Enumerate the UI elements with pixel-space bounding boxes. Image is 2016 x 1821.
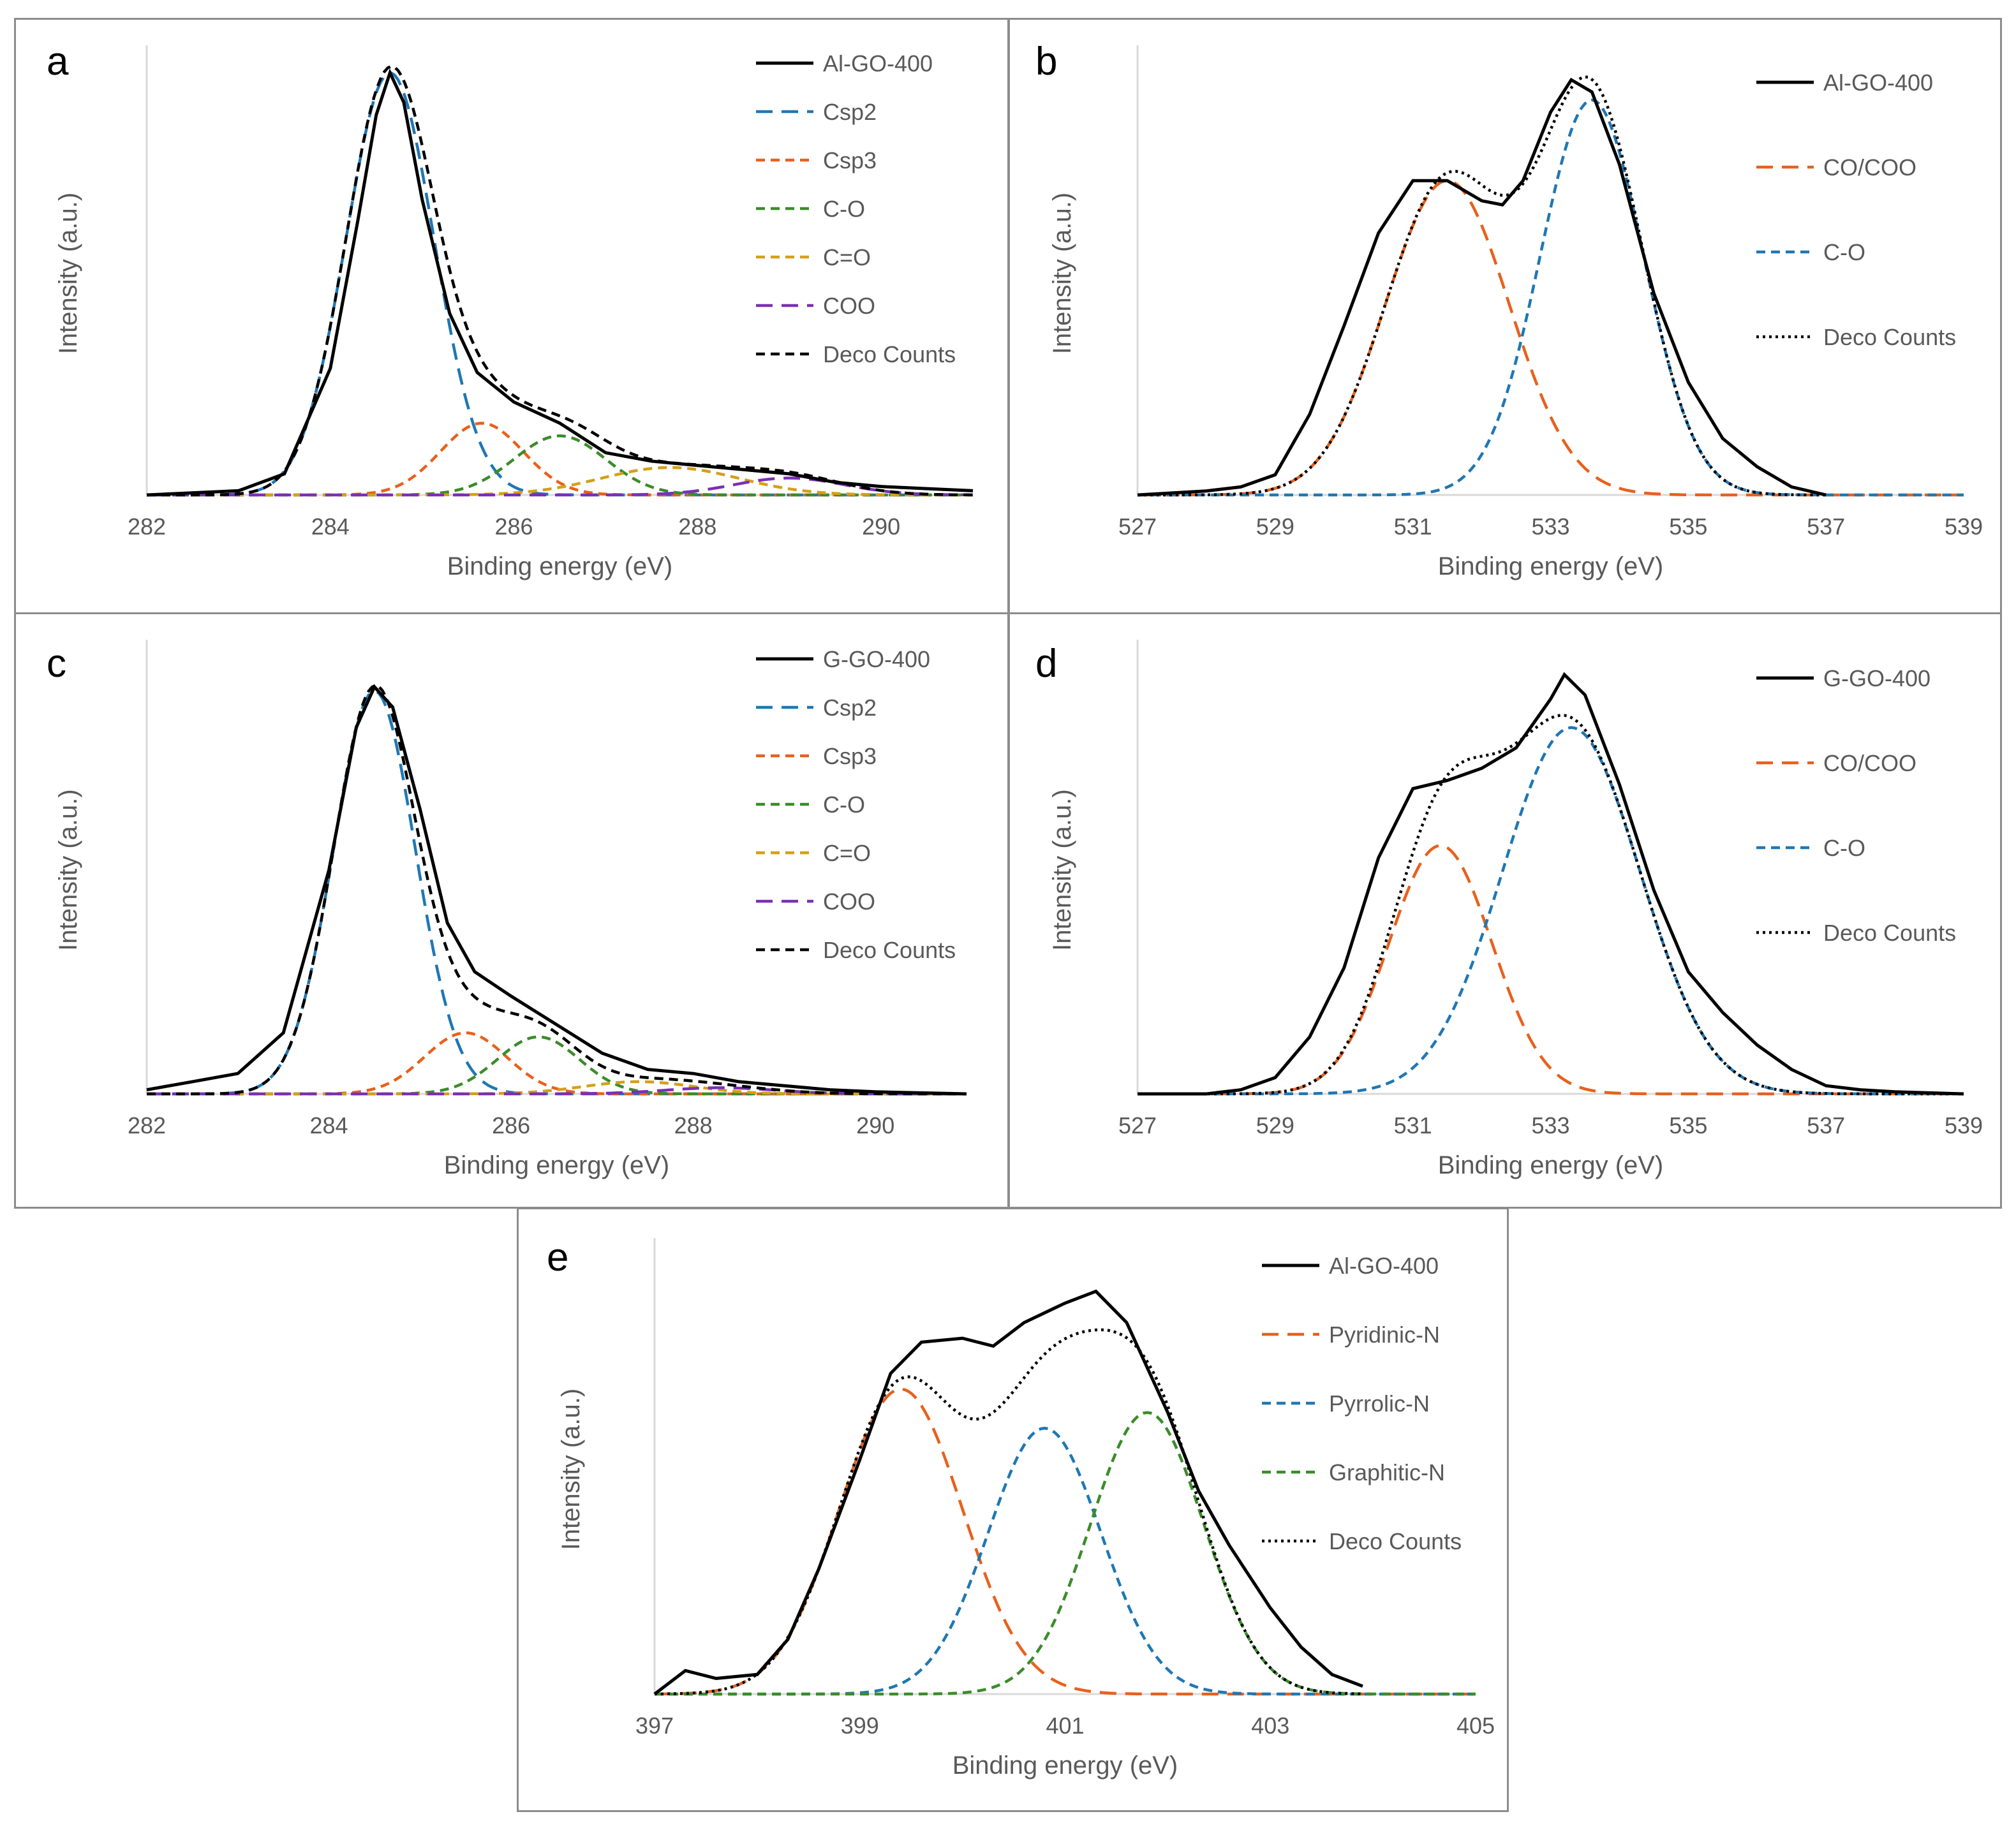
chart-d: 527 529 531 533 535 537 539 Binding energy (eV)… (1048, 640, 1983, 1179)
x-tick-label: 537 (1807, 1112, 1845, 1139)
panel-d: d 527 529 531 533 535 537 539 Binding energy (e… (1008, 612, 2002, 1209)
x-tick-label: 286 (492, 1112, 530, 1139)
x-tick-label: 533 (1531, 1112, 1569, 1139)
x-tick-label: 529 (1256, 513, 1294, 540)
legend-label: Pyridinic-N (1329, 1322, 1440, 1348)
legend-label: C-O (1823, 239, 1865, 265)
series-c-o (147, 466, 973, 497)
legend-label: Deco Counts (823, 341, 956, 367)
x-tick-label: 399 (841, 1713, 879, 1739)
x-tick-label: 539 (1945, 1112, 1983, 1139)
panel-b: b 527 529 531 533 535 537 539 Binding energy (e… (1008, 18, 2002, 614)
x-tick-label: 527 (1118, 1112, 1157, 1139)
panel-e: e 397 399 401 403 405 Binding energy (eV) Inte… (517, 1207, 1509, 1812)
series-deco-counts (655, 1328, 1363, 1696)
x-tick-label: 397 (635, 1713, 674, 1739)
series-csp2 (147, 71, 973, 497)
series-co-coo (1138, 844, 1964, 1096)
legend-label: Pyrrolic-N (1329, 1390, 1430, 1417)
x-tick-label: 533 (1531, 513, 1569, 540)
series-deco-counts (1138, 714, 1964, 1096)
legend-label: C=O (823, 840, 871, 866)
series-c-o (1138, 726, 1964, 1096)
x-tick-label: 535 (1669, 513, 1707, 540)
legend-label: Al-GO-400 (1329, 1253, 1439, 1279)
chart-b: 527 529 531 533 535 537 539 Binding energy (eV)… (1048, 45, 1983, 580)
legend-label: CO/COO (1823, 750, 1916, 776)
panel-letter-c: c (47, 642, 66, 686)
x-tick-label: 290 (862, 513, 900, 540)
legend-label: Csp2 (823, 695, 877, 721)
x-axis-label: Binding energy (eV) (444, 1151, 670, 1179)
x-tick-label: 531 (1394, 1112, 1432, 1139)
x-tick-label: 290 (856, 1112, 894, 1139)
panel-letter-d: d (1035, 642, 1058, 686)
series-al-go-400 (653, 1289, 1363, 1695)
y-axis-label: Intensity (a.u.) (1048, 193, 1076, 354)
legend-label: Csp2 (823, 99, 877, 125)
x-tick-label: 284 (311, 513, 350, 540)
panel-letter-b: b (1035, 40, 1058, 84)
legend-label: Al-GO-400 (1823, 70, 1933, 96)
legend-label: C-O (823, 196, 865, 222)
x-axis-label: Binding energy (eV) (1438, 1151, 1664, 1179)
x-tick-label: 539 (1945, 513, 1983, 540)
series-al-go-400 (146, 68, 974, 497)
legend-label: Deco Counts (1823, 324, 1956, 350)
x-tick-label: 403 (1251, 1713, 1289, 1739)
y-axis-label: Intensity (a.u.) (54, 789, 82, 950)
x-axis-label: Binding energy (eV) (447, 552, 673, 580)
legend-label: COO (823, 888, 875, 915)
series-al-go-400 (1137, 77, 1827, 497)
panel-c: c 282 284 286 288 290 Binding energy (eV) Inte… (14, 612, 1009, 1209)
x-tick-label: 405 (1456, 1713, 1495, 1739)
legend-label: Csp3 (823, 147, 877, 173)
x-tick-label: 286 (495, 513, 533, 540)
y-axis-label: Intensity (a.u.) (557, 1389, 585, 1550)
x-tick-label: 288 (674, 1112, 713, 1139)
x-tick-label: 535 (1669, 1112, 1707, 1139)
x-axis-label: Binding energy (eV) (952, 1751, 1178, 1780)
x-axis-label: Binding energy (eV) (1438, 552, 1664, 580)
x-tick-label: 401 (1046, 1713, 1084, 1739)
legend-label: C=O (823, 244, 871, 270)
series-g-go-400 (146, 684, 967, 1096)
series-g-go-400 (1138, 672, 1964, 1096)
chart-e: 397 399 401 403 405 Binding energy (eV) Intens… (557, 1238, 1495, 1780)
x-tick-label: 282 (128, 1112, 166, 1139)
series-deco-counts (147, 684, 967, 1096)
chart-c: 282 284 286 288 290 Binding energy (eV) Intens… (54, 640, 967, 1179)
legend-label: Deco Counts (1823, 920, 1956, 946)
panel-letter-e: e (547, 1235, 569, 1279)
legend-label: Deco Counts (823, 937, 956, 963)
x-tick-label: 284 (310, 1112, 348, 1139)
x-tick-label: 529 (1256, 1112, 1294, 1139)
legend-label: G-GO-400 (1823, 665, 1931, 691)
legend-label: C-O (1823, 835, 1865, 861)
legend-label: Graphitic-N (1329, 1459, 1445, 1486)
legend-label: G-GO-400 (823, 646, 930, 672)
y-axis-label: Intensity (a.u.) (54, 193, 82, 354)
legend-label: CO/COO (1823, 154, 1916, 181)
x-tick-label: 537 (1807, 513, 1845, 540)
legend-label: COO (823, 293, 875, 319)
legend-label: C-O (823, 792, 865, 818)
panel-letter-a: a (47, 40, 69, 84)
x-tick-label: 527 (1118, 513, 1157, 540)
chart-a: 282 284 286 288 290 Binding energy (eV) Intens… (54, 45, 974, 580)
series-coo (147, 1086, 967, 1096)
x-tick-label: 531 (1394, 513, 1432, 540)
series-deco-counts (1138, 75, 1827, 497)
series-deco-counts (147, 64, 973, 497)
legend-label: Deco Counts (1329, 1528, 1462, 1554)
y-axis-label: Intensity (a.u.) (1048, 789, 1076, 950)
x-tick-label: 288 (678, 513, 716, 540)
panel-a: a 282 284 286 288 290 Binding energy (eV) Inte… (14, 18, 1009, 614)
legend-label: Al-GO-400 (823, 50, 933, 77)
x-tick-label: 282 (128, 513, 166, 540)
legend-label: Csp3 (823, 743, 877, 769)
